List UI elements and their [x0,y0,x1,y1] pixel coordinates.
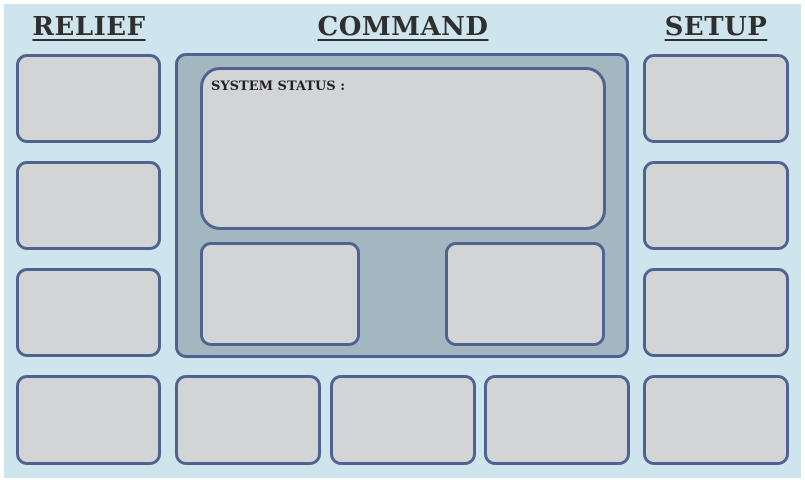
bottom-button-2[interactable] [175,375,321,465]
bottom-button-1[interactable] [16,375,161,465]
command-button-right[interactable] [445,242,605,346]
system-status-display: SYSTEM STATUS : [200,67,606,230]
setup-button-2[interactable] [643,161,789,250]
relief-button-2[interactable] [16,161,161,250]
bottom-button-4[interactable] [484,375,630,465]
relief-button-3[interactable] [16,268,161,357]
setup-button-1[interactable] [643,54,789,143]
bottom-button-5[interactable] [643,375,789,465]
relief-button-1[interactable] [16,54,161,143]
bottom-button-3[interactable] [330,375,476,465]
setup-button-3[interactable] [643,268,789,357]
system-status-label: SYSTEM STATUS : [211,79,346,94]
relief-heading: RELIEF [32,12,146,42]
command-button-left[interactable] [200,242,360,346]
command-heading: COMMAND [317,12,489,42]
setup-heading: SETUP [664,12,768,42]
